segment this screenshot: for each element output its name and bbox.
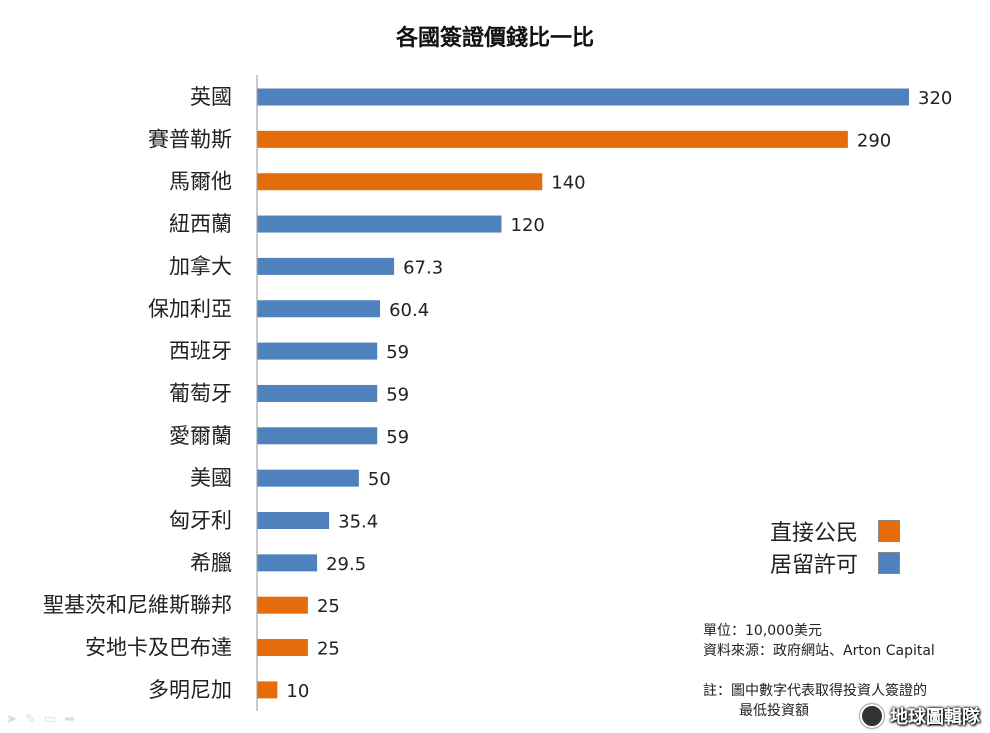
value-label: 50	[368, 469, 391, 490]
bar	[257, 512, 330, 529]
legend: 直接公民 居留許可	[770, 515, 900, 579]
category-label: 加拿大	[169, 254, 232, 278]
slide-nav-controls[interactable]: ➤ ✎ ▭ ➡	[6, 712, 75, 727]
value-label: 10	[286, 681, 309, 702]
bar	[257, 130, 848, 148]
value-label: 25	[317, 639, 340, 660]
category-label: 西班牙	[169, 339, 232, 363]
bar	[257, 342, 378, 360]
menu-icon[interactable]: ▭	[43, 712, 57, 727]
category-label: 保加利亞	[148, 297, 232, 321]
watermark-text: 地球圖輯隊	[890, 707, 980, 728]
category-label: 愛爾蘭	[169, 424, 232, 448]
bar	[257, 681, 278, 699]
value-label: 25	[317, 596, 340, 617]
pointer-icon[interactable]: ➤	[6, 712, 17, 727]
next-arrow-icon[interactable]: ➡	[64, 712, 76, 727]
bar	[257, 173, 543, 191]
legend-item-citizenship: 直接公民	[770, 515, 900, 547]
bar	[257, 300, 381, 318]
value-label: 320	[918, 88, 952, 109]
source-note: 資料來源：政府網站、Arton Capital	[703, 643, 935, 659]
value-label: 29.5	[326, 554, 366, 575]
pen-icon[interactable]: ✎	[24, 712, 36, 727]
bar	[257, 257, 395, 275]
category-label: 多明尼加	[148, 678, 232, 702]
footnote-line-2: 最低投資額	[739, 703, 809, 719]
bar	[257, 384, 378, 402]
bar	[257, 639, 308, 657]
value-label: 60.4	[389, 300, 429, 321]
legend-label-residence: 居留許可	[770, 553, 859, 578]
value-label: 120	[511, 215, 545, 236]
bar	[257, 469, 359, 487]
legend-swatch-residence	[878, 552, 900, 574]
category-label: 匈牙利	[169, 509, 232, 533]
category-label: 賽普勒斯	[148, 127, 232, 151]
value-label: 67.3	[403, 257, 443, 278]
category-label: 葡萄牙	[169, 381, 232, 405]
globe-icon	[860, 704, 884, 728]
value-label: 140	[551, 173, 585, 194]
bar	[257, 596, 308, 614]
chart-title: 各國簽證價錢比一比	[395, 26, 594, 51]
legend-swatch-citizenship	[878, 520, 900, 542]
footnote-line-1: 註：圖中數字代表取得投資人簽證的	[703, 683, 927, 699]
bar	[257, 427, 378, 445]
category-label: 安地卡及巴布達	[85, 636, 232, 660]
bar	[257, 88, 909, 106]
category-label: 馬爾他	[169, 170, 232, 194]
bar	[257, 215, 502, 233]
unit-note: 單位：10,000美元	[703, 623, 822, 639]
category-label: 希臘	[190, 551, 232, 575]
footnote: 註：圖中數字代表取得投資人簽證的 最低投資額	[703, 681, 983, 721]
category-label: 英國	[190, 85, 232, 109]
category-label: 聖基茨和尼維斯聯邦	[43, 593, 232, 617]
legend-label-citizenship: 直接公民	[770, 521, 859, 546]
category-label: 紐西蘭	[169, 212, 232, 236]
bar	[257, 554, 318, 572]
value-label: 59	[386, 384, 409, 405]
category-label: 美國	[190, 466, 232, 490]
value-label: 290	[857, 130, 891, 151]
watermark-logo: 地球圖輯隊	[860, 703, 980, 729]
value-label: 59	[386, 427, 409, 448]
value-label: 35.4	[338, 512, 378, 533]
value-label: 59	[386, 342, 409, 363]
legend-item-residence: 居留許可	[770, 547, 900, 579]
